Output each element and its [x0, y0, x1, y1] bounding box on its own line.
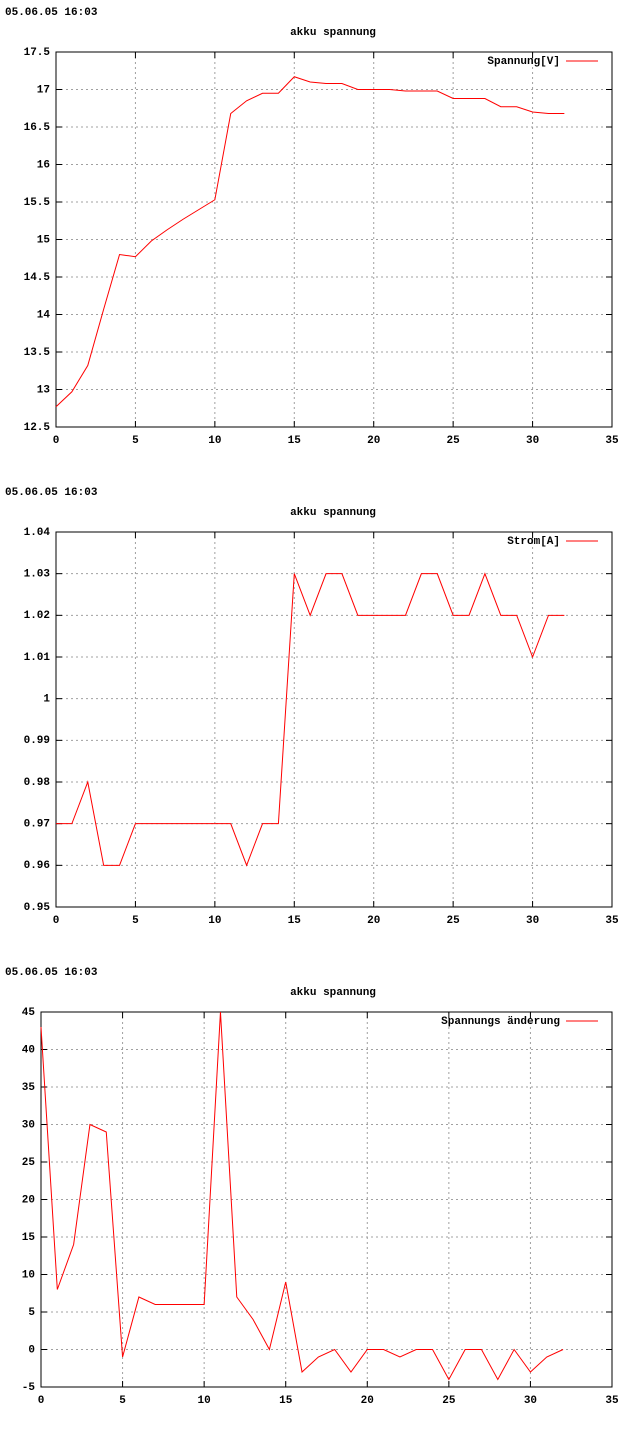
- y-tick-label: 20: [22, 1194, 35, 1206]
- y-tick-label: 16.5: [24, 122, 51, 134]
- x-tick-label: 20: [367, 915, 380, 927]
- x-tick-label: 5: [132, 915, 139, 927]
- x-tick-label: 15: [288, 915, 302, 927]
- x-tick-label: 35: [605, 435, 619, 447]
- x-tick-label: 10: [208, 435, 221, 447]
- plot-border: [55, 51, 613, 428]
- y-tick-label: 14.5: [24, 272, 51, 284]
- x-tick-label: 20: [361, 1395, 374, 1407]
- y-tick-label: 0.95: [24, 902, 51, 914]
- x-tick-label: 0: [38, 1395, 45, 1407]
- x-tick-label: 0: [53, 915, 60, 927]
- x-tick-label: 25: [447, 435, 461, 447]
- y-tick-label: 1.02: [24, 610, 50, 622]
- x-tick-label: 5: [119, 1395, 126, 1407]
- x-tick-label: 10: [198, 1395, 211, 1407]
- y-tick-label: 17.5: [24, 47, 51, 59]
- x-tick-label: 30: [526, 915, 539, 927]
- y-tick-label: 15.5: [24, 197, 51, 209]
- y-tick-label: 45: [22, 1007, 36, 1019]
- data-line: [40, 1011, 564, 1381]
- y-tick-label: 1: [43, 694, 50, 706]
- y-tick-label: 0.97: [24, 819, 50, 831]
- y-tick-label: 16: [37, 159, 50, 171]
- y-tick-label: 14: [37, 309, 51, 321]
- y-tick-label: 17: [37, 84, 50, 96]
- legend-label: Strom[A]: [507, 536, 560, 548]
- x-tick-label: 35: [605, 1395, 619, 1407]
- y-tick-label: 0.99: [24, 735, 50, 747]
- y-tick-label: 15: [22, 1232, 36, 1244]
- timestamp: 05.06.05 16:03: [5, 7, 98, 19]
- x-tick-label: 15: [288, 435, 302, 447]
- y-tick-label: 35: [22, 1082, 36, 1094]
- y-tick-label: 10: [22, 1269, 35, 1281]
- x-tick-label: 20: [367, 435, 380, 447]
- data-line: [56, 572, 565, 867]
- y-tick-label: -5: [22, 1382, 36, 1394]
- chart-title: akku spannung: [290, 507, 376, 519]
- y-tick-label: 0.98: [24, 777, 51, 789]
- y-tick-label: 15: [37, 234, 51, 246]
- x-tick-label: 0: [53, 435, 60, 447]
- chart: 05.06.05 16:03 akku spannung 0.95 0.96 0.97 0…: [5, 487, 619, 927]
- y-tick-label: 1.01: [24, 652, 51, 664]
- legend-label: Spannungs änderung: [441, 1016, 560, 1028]
- timestamp: 05.06.05 16:03: [5, 967, 98, 979]
- x-tick-label: 25: [447, 915, 461, 927]
- legend-label: Spannung[V]: [487, 56, 560, 68]
- y-tick-label: 30: [22, 1119, 35, 1131]
- y-tick-label: 12.5: [24, 422, 51, 434]
- chart: 05.06.05 16:03 akku spannung 12.5 13 13.5 14 1…: [5, 7, 619, 447]
- x-tick-label: 5: [132, 435, 139, 447]
- x-tick-label: 10: [208, 915, 221, 927]
- y-tick-label: 5: [28, 1307, 35, 1319]
- x-tick-label: 30: [526, 435, 539, 447]
- y-tick-label: 0.96: [24, 860, 50, 872]
- y-tick-label: 13: [37, 384, 51, 396]
- y-tick-label: 13.5: [24, 347, 51, 359]
- data-line: [55, 76, 565, 408]
- y-tick-label: 0: [28, 1344, 35, 1356]
- x-tick-label: 30: [524, 1395, 537, 1407]
- x-tick-label: 25: [442, 1395, 456, 1407]
- plot-border: [40, 1011, 613, 1388]
- chart-title: akku spannung: [290, 27, 376, 39]
- y-tick-label: 1.03: [24, 569, 51, 581]
- timestamp: 05.06.05 16:03: [5, 487, 98, 499]
- plot-border: [55, 531, 613, 908]
- chart-title: akku spannung: [290, 987, 376, 999]
- y-tick-label: 1.04: [24, 527, 51, 539]
- x-tick-label: 35: [605, 915, 619, 927]
- y-tick-label: 40: [22, 1044, 35, 1056]
- x-tick-label: 15: [279, 1395, 293, 1407]
- y-tick-label: 25: [22, 1157, 36, 1169]
